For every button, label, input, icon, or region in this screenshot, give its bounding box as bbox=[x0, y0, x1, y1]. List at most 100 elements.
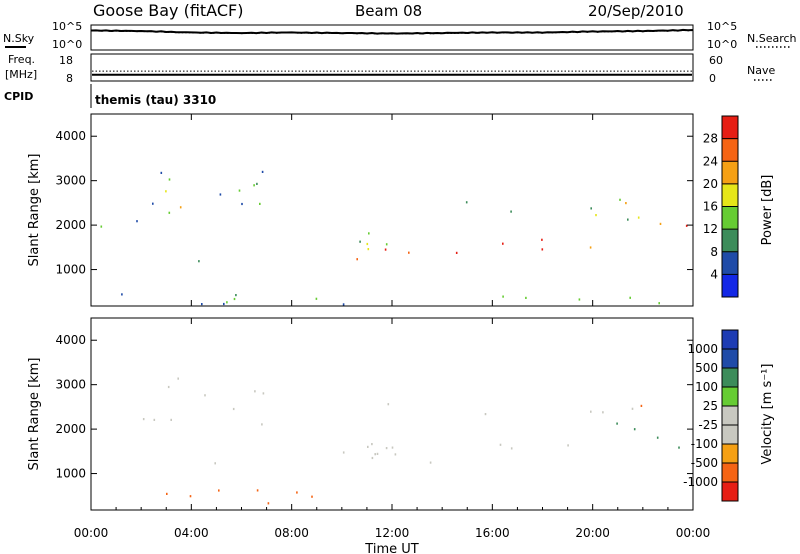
noise-tick-bottom-left: 10^0 bbox=[52, 38, 82, 51]
velocity-cell-10 bbox=[214, 462, 216, 465]
power-cell-34 bbox=[541, 248, 544, 251]
xtick-label-3: 12:00 bbox=[375, 526, 410, 540]
power-cell-29 bbox=[408, 251, 410, 254]
freq-label-line1: Freq. bbox=[8, 53, 35, 66]
power-ylabel: Slant Range [km] bbox=[27, 154, 42, 267]
velocity-ylabel: Slant Range [km] bbox=[27, 358, 42, 471]
velocity-cell-3 bbox=[153, 418, 156, 421]
velocity-cell-25 bbox=[429, 461, 432, 464]
velocity-cell-39 bbox=[640, 404, 643, 407]
power-cell-3 bbox=[241, 202, 243, 206]
power-cell-2 bbox=[238, 189, 241, 192]
velocity-colorbar-label-4: -25 bbox=[698, 418, 718, 432]
power-cell-6 bbox=[168, 211, 171, 214]
velocity-heatmap bbox=[142, 377, 680, 505]
power-cell-10 bbox=[259, 202, 261, 205]
power-cell-47 bbox=[525, 296, 527, 299]
velocity-colorbar-label-7: -1000 bbox=[683, 475, 718, 489]
power-cell-39 bbox=[510, 210, 512, 213]
power-cell-43 bbox=[595, 214, 597, 217]
power-panel-frame bbox=[90, 113, 694, 307]
power-cell-46 bbox=[629, 296, 631, 299]
velocity-cell-35 bbox=[484, 413, 487, 416]
power-cell-41 bbox=[637, 216, 640, 219]
power-cell-1 bbox=[136, 220, 138, 223]
nave-tick-bottom: 0 bbox=[709, 72, 716, 85]
power-cell-11 bbox=[256, 182, 258, 185]
velocity-cell-38 bbox=[633, 428, 636, 431]
freq-panel-frame bbox=[90, 53, 694, 82]
power-cell-38 bbox=[619, 198, 621, 201]
power-ytick-label-3000: 3000 bbox=[55, 174, 86, 188]
power-heatmap bbox=[100, 170, 688, 306]
power-cell-0 bbox=[100, 225, 103, 228]
velocity-cell-26 bbox=[510, 447, 513, 450]
velocity-cell-4 bbox=[232, 407, 235, 411]
velocity-cell-2 bbox=[142, 418, 145, 421]
power-cell-14 bbox=[179, 206, 182, 209]
nsearch-label: N.Search bbox=[747, 32, 797, 45]
power-cell-5 bbox=[152, 202, 154, 205]
power-cell-31 bbox=[455, 251, 458, 254]
time-x-axis: 00:00 04:00 08:00 12:00 16:00 20:00 00:00 bbox=[74, 114, 710, 540]
velocity-cell-28 bbox=[394, 453, 397, 456]
power-ytick-label-2000: 2000 bbox=[55, 218, 86, 232]
velocity-colorbar-band-4 bbox=[722, 406, 738, 426]
velocity-colorbar-band-2 bbox=[722, 368, 738, 388]
power-colorbar-band-6 bbox=[722, 138, 738, 162]
velocity-cell-12 bbox=[296, 491, 298, 494]
power-colorbar-label-8: 8 bbox=[710, 245, 718, 259]
power-cell-32 bbox=[384, 248, 387, 251]
power-cell-21 bbox=[201, 303, 203, 306]
power-colorbar-band-2 bbox=[722, 229, 738, 253]
power-cell-40 bbox=[465, 201, 468, 204]
velocity-cell-9 bbox=[204, 394, 206, 397]
velocity-ytick-label-4000: 4000 bbox=[55, 333, 86, 347]
power-colorbar-label-16: 16 bbox=[703, 200, 718, 214]
power-colorbar-label-12: 12 bbox=[703, 222, 718, 236]
cpid-label: CPID bbox=[4, 90, 33, 103]
power-cell-16 bbox=[235, 294, 237, 297]
velocity-cell-33 bbox=[590, 410, 592, 413]
freq-tick-top: 18 bbox=[59, 54, 73, 67]
power-colorbar-label-20: 20 bbox=[703, 177, 718, 191]
velocity-cell-20 bbox=[385, 447, 388, 450]
velocity-colorbar-band-0 bbox=[722, 330, 738, 350]
power-colorbar-band-4 bbox=[722, 183, 738, 207]
power-colorbar-label: Power [dB] bbox=[760, 175, 775, 246]
nsky-noise-series bbox=[90, 28, 694, 35]
velocity-cell-8 bbox=[254, 390, 256, 393]
power-cell-4 bbox=[168, 178, 171, 181]
velocity-colorbar-label-3: 25 bbox=[703, 399, 718, 413]
power-colorbar: 4 8 12 16 20 24 28 bbox=[703, 115, 739, 298]
power-cell-26 bbox=[385, 243, 388, 246]
xtick-label-5: 20:00 bbox=[575, 526, 610, 540]
xtick-label-2: 08:00 bbox=[274, 526, 309, 540]
cpid-text: themis (tau) 3310 bbox=[95, 93, 216, 107]
power-colorbar-band-3 bbox=[722, 206, 738, 230]
station-title: Goose Bay (fitACF) bbox=[93, 1, 243, 20]
power-colorbar-label-24: 24 bbox=[703, 154, 718, 168]
power-colorbar-band-0 bbox=[722, 274, 738, 298]
power-cell-35 bbox=[366, 242, 369, 246]
power-cell-18 bbox=[121, 293, 123, 296]
power-cell-27 bbox=[541, 238, 543, 241]
velocity-cell-19 bbox=[376, 452, 379, 455]
velocity-cell-18 bbox=[367, 445, 369, 448]
xtick-label-4: 16:00 bbox=[475, 526, 510, 540]
velocity-cell-31 bbox=[602, 411, 604, 414]
velocity-colorbar-label-1: 500 bbox=[695, 361, 718, 375]
velocity-cell-21 bbox=[374, 453, 376, 456]
power-colorbar-band-1 bbox=[722, 251, 738, 275]
power-colorbar-label-4: 4 bbox=[710, 267, 718, 281]
nave-tick-top: 60 bbox=[709, 54, 723, 67]
velocity-cell-36 bbox=[656, 436, 659, 439]
velocity-cell-32 bbox=[387, 403, 390, 406]
velocity-colorbar-band-1 bbox=[722, 349, 738, 369]
power-cell-8 bbox=[261, 170, 264, 173]
freq-label-line2: [MHz] bbox=[5, 68, 37, 81]
power-cell-23 bbox=[359, 240, 361, 243]
noise-panel-frame bbox=[90, 24, 694, 51]
velocity-cell-14 bbox=[218, 489, 220, 492]
